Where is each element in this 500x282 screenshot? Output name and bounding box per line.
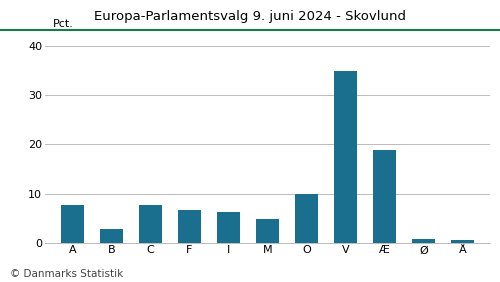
Bar [451,240,474,243]
Text: Europa-Parlamentsvalg 9. juni 2024 - Skovlund: Europa-Parlamentsvalg 9. juni 2024 - Sko… [94,10,406,23]
Bar [138,205,162,243]
Bar [295,193,318,243]
Bar [217,212,240,243]
Bar [60,205,84,243]
Bar [334,71,357,243]
Bar [373,150,396,243]
Bar [178,210,201,243]
Text: © Danmarks Statistik: © Danmarks Statistik [10,269,123,279]
Bar [256,219,279,243]
Text: Pct.: Pct. [53,19,74,29]
Bar [100,229,123,243]
Bar [412,239,436,243]
